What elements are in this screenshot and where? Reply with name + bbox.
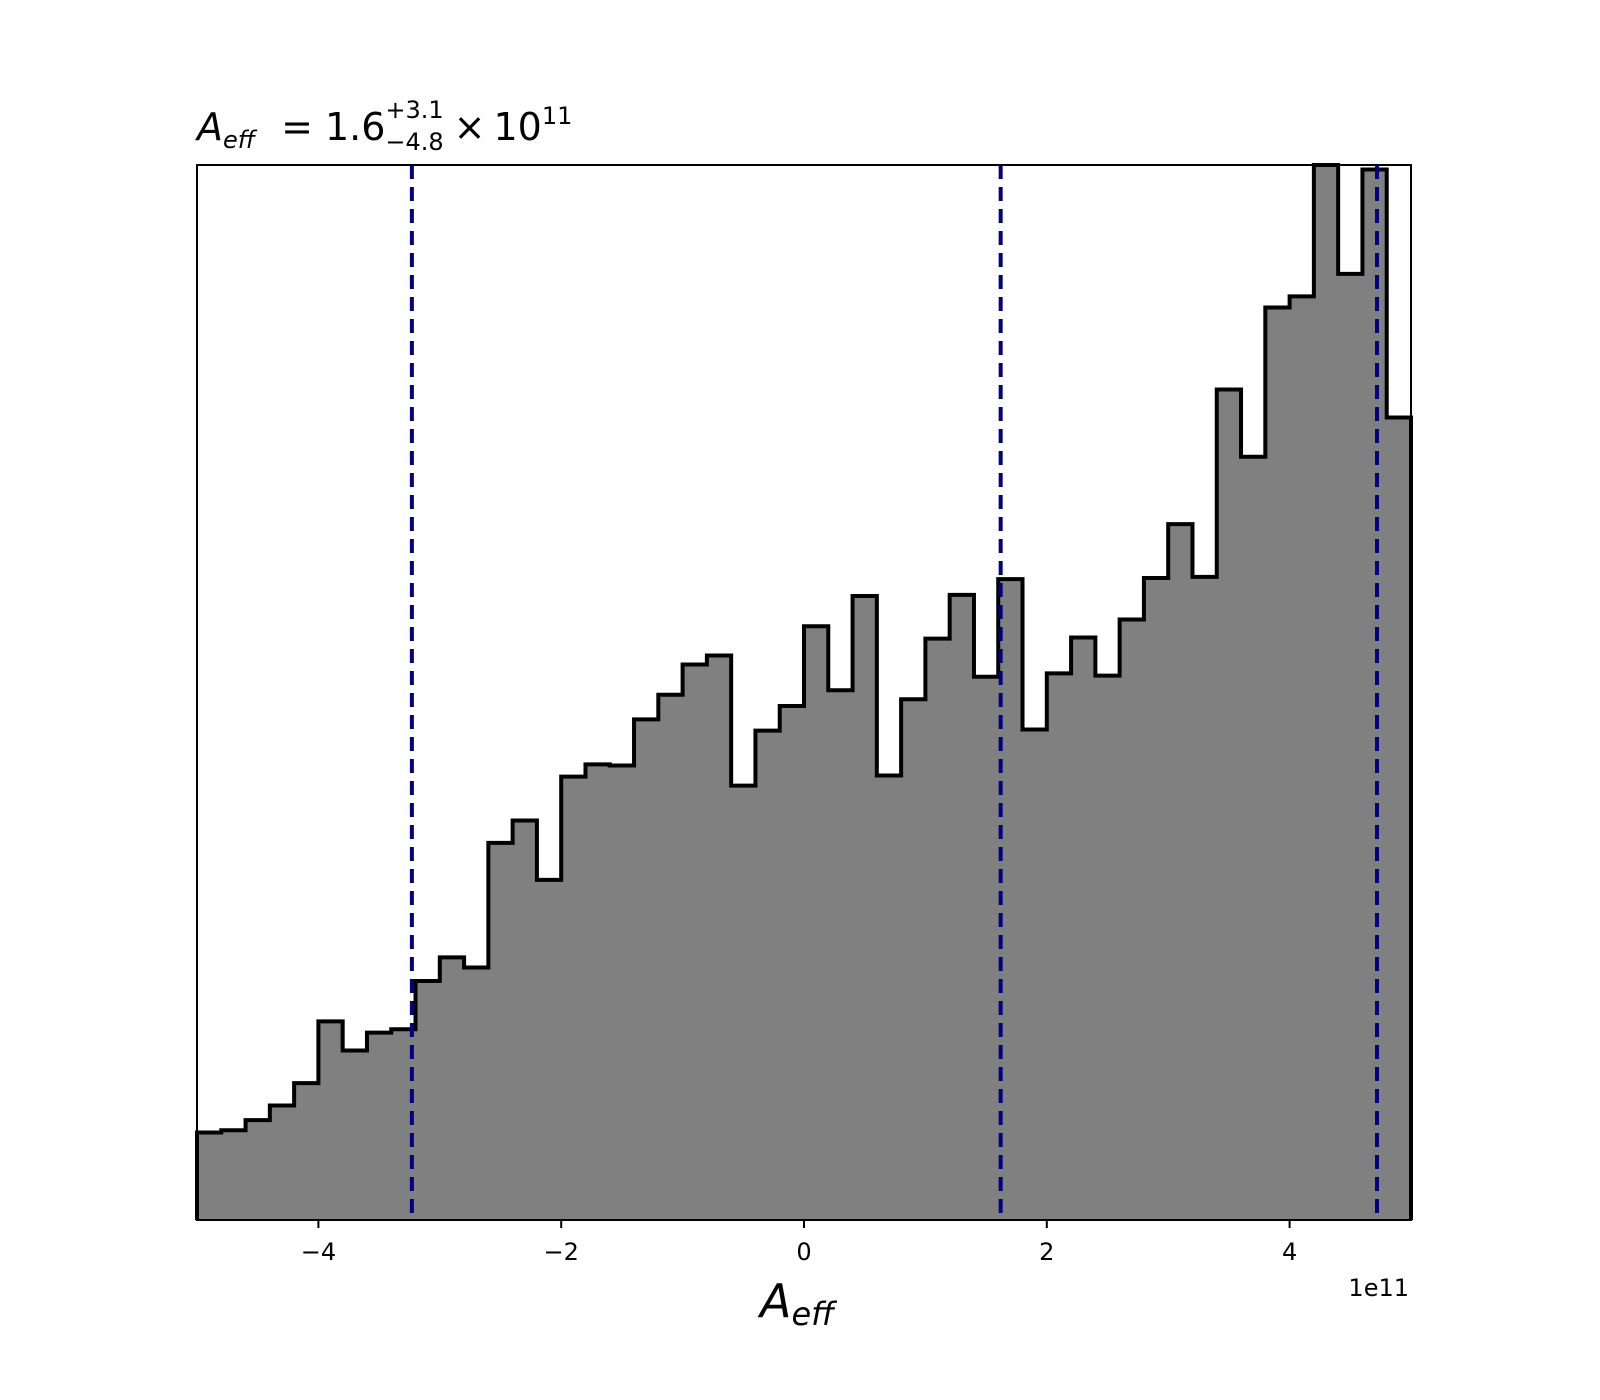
hist-bar xyxy=(949,594,975,1220)
hist-bar xyxy=(221,1130,247,1220)
hist-bar xyxy=(366,1032,392,1220)
hist-bar xyxy=(1313,165,1339,1220)
hist-bar xyxy=(682,664,708,1220)
hist-bar xyxy=(706,655,732,1220)
xlabel-variable-sub: eff xyxy=(791,1295,838,1333)
hist-bar xyxy=(1216,389,1242,1220)
hist-bar xyxy=(464,967,489,1220)
x-offset-label: 1e11 xyxy=(1348,1274,1409,1302)
hist-bar xyxy=(294,1083,319,1220)
hist-bar xyxy=(1168,524,1194,1220)
hist-bar xyxy=(973,676,999,1220)
title-times: × xyxy=(454,105,486,149)
x-tick-label: −4 xyxy=(301,1238,336,1266)
hist-bar xyxy=(1046,673,1072,1220)
hist-bar xyxy=(1241,456,1266,1221)
hist-bar xyxy=(1071,637,1096,1220)
hist-bar xyxy=(828,690,854,1220)
hist-bar xyxy=(925,638,951,1220)
histogram-bars xyxy=(195,163,1413,1221)
x-axis-ticks: −4 −2 0 2 4 xyxy=(301,1220,1297,1266)
hist-bar xyxy=(658,694,684,1220)
hist-bar xyxy=(488,842,514,1220)
hist-bar xyxy=(512,820,538,1220)
title-variable: A xyxy=(194,105,223,149)
hist-bar xyxy=(415,980,441,1220)
title-minus-error: −4.8 xyxy=(385,128,443,156)
hist-bar xyxy=(536,879,562,1220)
title-variable-sub: eff xyxy=(223,126,258,154)
hist-bar xyxy=(755,730,781,1220)
hist-bar xyxy=(609,765,635,1220)
hist-bar xyxy=(1095,675,1121,1220)
hist-bar xyxy=(876,775,902,1220)
title-equals: = xyxy=(281,105,313,149)
hist-bar xyxy=(439,957,465,1220)
hist-bar xyxy=(1192,576,1218,1220)
title-exponent: 11 xyxy=(542,102,573,130)
hist-bar xyxy=(779,705,805,1220)
hist-bar xyxy=(1362,169,1388,1220)
xlabel-variable: A xyxy=(757,1274,791,1328)
x-tick-label: −2 xyxy=(544,1238,579,1266)
hist-bar xyxy=(731,785,757,1220)
hist-bar xyxy=(245,1120,271,1220)
x-axis-label: Aeff xyxy=(757,1274,838,1333)
x-tick-label: 2 xyxy=(1039,1238,1054,1266)
title-plus-error: +3.1 xyxy=(385,96,443,124)
title-median: 1.6 xyxy=(325,105,385,149)
hist-bar xyxy=(269,1105,295,1220)
hist-bar xyxy=(1338,273,1364,1220)
hist-bar xyxy=(342,1050,368,1220)
hist-bar xyxy=(1289,296,1315,1220)
chart-title: Aeff = 1.6+3.1 −4.8 × 1011 xyxy=(194,96,572,156)
hist-bar xyxy=(585,764,611,1220)
hist-bar xyxy=(1386,417,1412,1220)
hist-bar xyxy=(1143,578,1169,1220)
title-base: 10 xyxy=(494,105,542,149)
hist-bar xyxy=(1119,619,1145,1220)
hist-bar xyxy=(1022,729,1048,1220)
hist-outline xyxy=(195,163,1413,1220)
hist-bar xyxy=(804,626,829,1220)
hist-bar xyxy=(634,719,659,1220)
hist-bar xyxy=(852,595,878,1220)
x-tick-label: 4 xyxy=(1282,1238,1297,1266)
hist-bar xyxy=(901,699,926,1220)
hist-bar xyxy=(561,776,587,1220)
hist-bar xyxy=(197,1132,222,1220)
hist-bar xyxy=(1265,307,1291,1220)
x-tick-label: 0 xyxy=(796,1238,811,1266)
hist-bar xyxy=(318,1021,344,1220)
